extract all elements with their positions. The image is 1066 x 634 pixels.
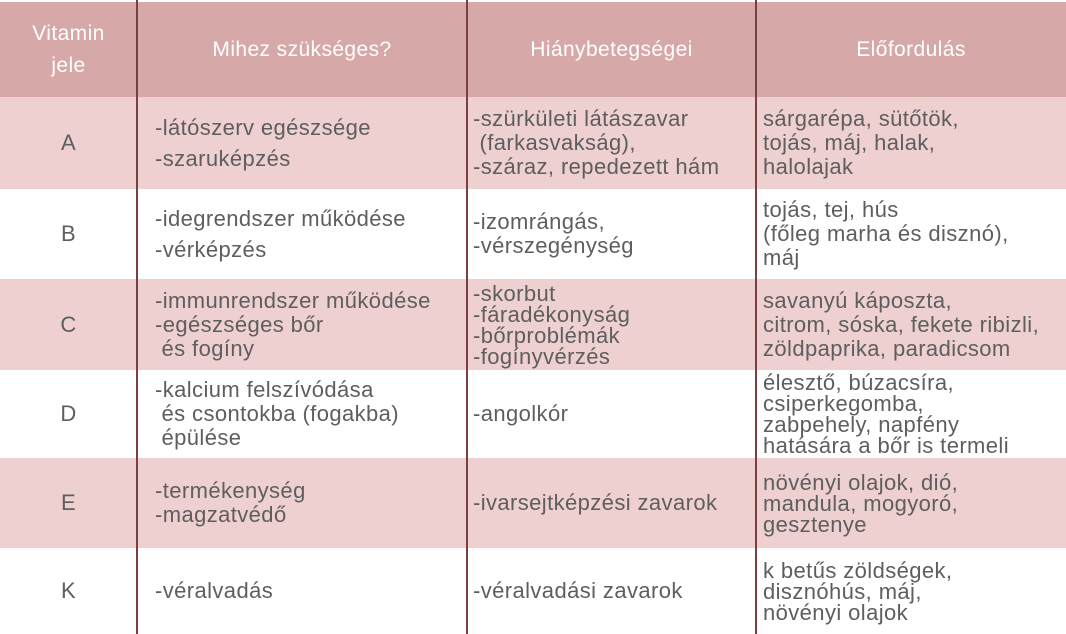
cell-line: citrom, sóska, fekete ribizli, xyxy=(763,311,1040,337)
cell-line: -idegrendszer működése xyxy=(155,206,406,231)
cell-line: -vérszegénység xyxy=(473,233,634,258)
table-header: Vitamin jele Mihez szükséges? Hiánybeteg… xyxy=(0,2,1066,97)
table-row: B -idegrendszer működése -vérképzés -izomrá… xyxy=(0,189,1066,279)
cell-line: (főleg marha és disznó), xyxy=(763,221,1009,246)
need-cell: -véralvadás xyxy=(155,548,467,634)
sources-cell: élesztő, búzacsíra, csiperkegomba, zabpehe… xyxy=(763,370,1066,458)
cell-line: zabpehely, napfény xyxy=(763,412,960,437)
cell-line: -vérképzés xyxy=(155,237,267,262)
cell-line: sárgarépa, sütőtök, xyxy=(763,106,959,131)
table-row: D -kalcium felszívódása és csontokba (fog… xyxy=(0,370,1066,458)
cell-line: -magzatvédő xyxy=(155,502,287,527)
cell-line: zöldpaprika, paradicsom xyxy=(763,335,1011,361)
deficiency-cell: -véralvadási zavarok xyxy=(473,548,756,634)
cell-line: -bőrproblémák xyxy=(473,322,621,348)
cell-line: és fogíny xyxy=(155,335,255,361)
deficiency-cell: -szürkületi látászavar (farkasvakság), -s… xyxy=(473,97,756,189)
cell-line: -szaruképzés xyxy=(155,146,291,171)
column-divider xyxy=(466,0,468,634)
need-cell: -immunrendszer működése -egészséges bőr é… xyxy=(155,279,467,370)
sources-cell: k betűs zöldségek, disznóhús, máj, növényi… xyxy=(763,548,1066,634)
cell-line: disznóhús, máj, xyxy=(763,578,922,604)
cell-line: máj xyxy=(763,245,800,270)
vitamin-letter: A xyxy=(60,130,77,155)
cell-line: tojás, tej, hús xyxy=(763,197,899,222)
column-divider xyxy=(136,0,138,634)
deficiency-cell: -angolkór xyxy=(473,370,756,458)
cell-line: k betűs zöldségek, xyxy=(763,557,953,583)
cell-line: csiperkegomba, xyxy=(763,391,924,416)
vitamin-letter: K xyxy=(60,578,77,603)
column-divider xyxy=(755,0,757,634)
cell-line: -termékenység xyxy=(155,478,306,503)
cell-line: -száraz, repedezett hám xyxy=(473,154,720,179)
vitamin-letter: B xyxy=(60,221,77,246)
deficiency-cell: -skorbut -fáradékonyság -bőrproblémák -fogí… xyxy=(473,279,756,370)
cell-line: -kalcium felszívódása xyxy=(155,377,374,402)
cell-line: épülése xyxy=(155,425,242,450)
deficiency-cell: -izomrángás, -vérszegénység xyxy=(473,189,756,279)
vitamin-letter: C xyxy=(60,311,77,337)
table-row: K -véralvadás -véralvadási zavarok k betűs … xyxy=(0,548,1066,634)
cell-line: élesztő, búzacsíra, xyxy=(763,370,955,395)
need-cell: -idegrendszer működése -vérképzés xyxy=(155,189,467,279)
cell-line: (farkasvakság), xyxy=(473,130,636,155)
cell-line: hatására a bőr is termeli xyxy=(763,433,1009,458)
cell-line: és csontokba (fogakba) xyxy=(155,401,400,426)
sources-cell: savanyú káposzta, citrom, sóska, fekete r… xyxy=(763,279,1066,370)
need-cell: -kalcium felszívódása és csontokba (foga… xyxy=(155,370,467,458)
header-need: Mihez szükséges? xyxy=(212,37,392,61)
header-vitamin: Vitamin jele xyxy=(32,21,105,77)
sources-cell: sárgarépa, sütőtök, tojás, máj, halak, hal… xyxy=(763,97,1066,189)
cell-line: -véralvadás xyxy=(155,578,274,603)
cell-line: növényi olajok, dió, xyxy=(763,469,959,495)
cell-line: tojás, máj, halak, xyxy=(763,130,936,155)
cell-line: savanyú káposzta, xyxy=(763,287,953,313)
table-row: C -immunrendszer működése -egészséges bőr … xyxy=(0,279,1066,370)
header-sources: Előfordulás xyxy=(856,37,966,61)
vitamin-letter: D xyxy=(60,401,77,426)
cell-line: -véralvadási zavarok xyxy=(473,578,683,603)
cell-line: -skorbut xyxy=(473,280,556,306)
table-row: A -látószerv egészsége -szaruképzés -szürkü… xyxy=(0,97,1066,189)
cell-line: mandula, mogyoró, xyxy=(763,490,959,516)
need-cell: -termékenység -magzatvédő xyxy=(155,458,467,548)
header-deficiency: Hiánybetegségei xyxy=(530,37,693,61)
cell-line: -egészséges bőr xyxy=(155,311,324,337)
cell-line: -fogínyvérzés xyxy=(473,343,611,369)
cell-line: -ivarsejtképzési zavarok xyxy=(473,490,718,515)
cell-line: -immunrendszer működése xyxy=(155,287,431,313)
sources-cell: növényi olajok, dió, mandula, mogyoró, ges… xyxy=(763,458,1066,548)
cell-line: -angolkór xyxy=(473,401,569,426)
cell-line: -izomrángás, xyxy=(473,209,605,234)
vitamin-letter: E xyxy=(60,490,77,515)
table-row: E -termékenység -magzatvédő -ivarsejtképzés… xyxy=(0,458,1066,548)
sources-cell: tojás, tej, hús (főleg marha és disznó), m… xyxy=(763,189,1066,279)
cell-line: gesztenye xyxy=(763,511,867,537)
need-cell: -látószerv egészsége -szaruképzés xyxy=(155,97,467,189)
cell-line: -szürkületi látászavar xyxy=(473,106,689,131)
deficiency-cell: -ivarsejtképzési zavarok xyxy=(473,458,756,548)
cell-line: növényi olajok xyxy=(763,599,909,625)
cell-line: halolajak xyxy=(763,154,854,179)
cell-line: -látószerv egészsége xyxy=(155,115,371,140)
cell-line: -fáradékonyság xyxy=(473,301,631,327)
